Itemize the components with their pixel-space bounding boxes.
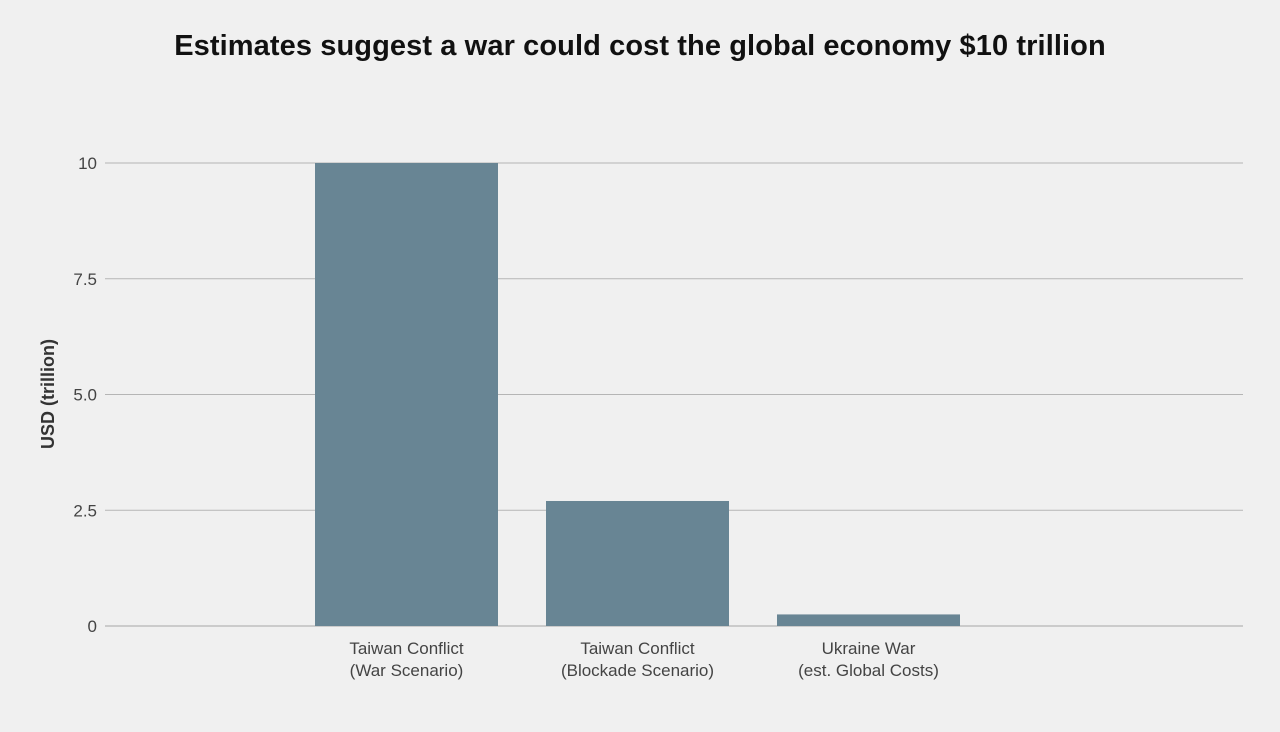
chart-title: Estimates suggest a war could cost the g… [174, 30, 1106, 62]
y-tick-label: 2.5 [73, 501, 97, 520]
x-category-label: (est. Global Costs) [798, 661, 939, 680]
y-axis-title: USD (trillion) [38, 339, 58, 449]
y-tick-label: 10 [78, 154, 97, 173]
x-axis-categories: Taiwan Conflict (War Scenario) Taiwan Conf… [349, 639, 939, 680]
x-category-label: Taiwan Conflict [349, 639, 464, 658]
x-category-label: Ukraine War [822, 639, 916, 658]
y-axis-ticks: 0 2.5 5.0 7.5 10 [73, 154, 97, 636]
bar [546, 500, 729, 626]
bar [315, 163, 498, 626]
x-category-label: (Blockade Scenario) [561, 661, 714, 680]
y-tick-label: 0 [88, 617, 97, 636]
y-tick-label: 7.5 [73, 270, 97, 289]
x-category-label: (War Scenario) [350, 661, 464, 680]
x-category-label: Taiwan Conflict [580, 639, 695, 658]
y-tick-label: 5.0 [73, 386, 97, 405]
bar [777, 614, 960, 626]
bars [315, 163, 960, 626]
